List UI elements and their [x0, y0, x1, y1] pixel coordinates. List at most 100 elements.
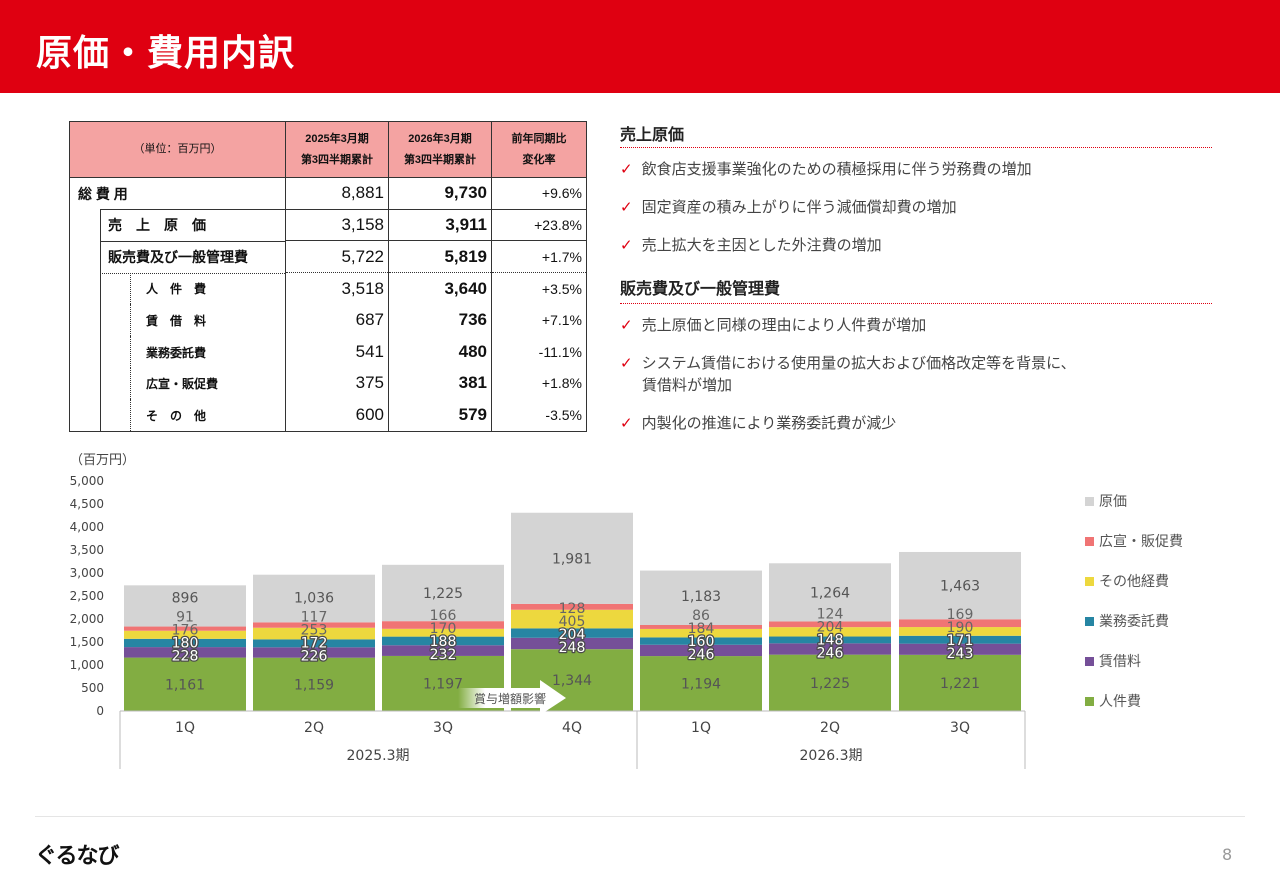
bar-segment	[124, 657, 246, 711]
data-label: 188	[430, 634, 457, 650]
row-label: 売 上 原 価	[108, 217, 206, 234]
row-label-cell: そ の 他	[69, 399, 286, 432]
bar-segment	[769, 621, 891, 628]
note-text: システム賃借における使用量の拡大および価格改定等を背景に、	[641, 354, 1076, 372]
stacked-bar-chart: （百万円） 0 500 1,000 1,500 2,000 2,500 3,000 3,500 4…	[70, 453, 1183, 769]
bar-segment	[899, 635, 1021, 644]
note-text: 売上原価と同様の理由により人件費が増加	[641, 316, 927, 334]
bar-segment	[382, 621, 504, 629]
bar-segment	[511, 609, 633, 629]
annotation-label: 賞与増額影響	[474, 691, 546, 706]
row-rule	[100, 209, 285, 211]
x-tick-label: 1Q	[175, 720, 195, 736]
bar-segment	[769, 654, 891, 711]
footer-divider	[35, 816, 1245, 817]
bar-segment	[511, 628, 633, 638]
check-icon: ✓	[620, 236, 633, 254]
note-text: 売上拡大を主因とした外注費の増加	[641, 236, 882, 254]
data-label: 1,225	[810, 676, 850, 692]
sga-heading: 販売費及び一般管理費	[620, 279, 781, 298]
note-text: 飲食店支援事業強化のための積極採用に伴う労務費の増加	[641, 160, 1032, 178]
data-label: 248	[559, 640, 586, 656]
row-rule	[100, 272, 285, 274]
data-label: 896	[172, 591, 199, 607]
row-label-cell: 業務委託費	[69, 335, 286, 368]
y-tick-label: 500	[81, 681, 104, 695]
data-label: 1,225	[423, 586, 463, 602]
data-label: 246	[688, 647, 715, 663]
data-label: 172	[301, 636, 328, 652]
indent-rule	[100, 272, 101, 305]
divider	[620, 147, 1212, 148]
data-label: 1,197	[423, 676, 463, 692]
bar-segment	[382, 645, 504, 656]
note-item: ✓ 固定資産の積み上がりに伴う減価償却費の増加	[620, 196, 957, 217]
data-label: 1,161	[165, 677, 205, 693]
data-label: 184	[688, 621, 715, 637]
bar-segment	[640, 624, 762, 629]
data-label: 1,036	[294, 591, 334, 607]
bar-segment	[124, 626, 246, 631]
bar-segment	[899, 654, 1021, 711]
col-2025: 2025年3月期 第3四半期累計	[285, 121, 389, 178]
row-label: 販売費及び一般管理費	[108, 248, 248, 265]
row-label-cell: 総 費 用	[69, 177, 286, 210]
x-tick-label: 2Q	[304, 720, 324, 736]
bar-segment	[640, 644, 762, 657]
col-rate: 前年同期比 変化率	[491, 121, 587, 178]
note-item: ✓ 売上原価と同様の理由により人件費が増加	[620, 314, 926, 335]
y-tick-label: 4,500	[70, 497, 104, 511]
legend-swatch	[1085, 657, 1094, 666]
table-row: 業務委託費 541 480 -11.1%	[69, 335, 587, 368]
row-label: 人 件 費	[146, 282, 207, 297]
note-item: ✓ 飲食店支援事業強化のための積極採用に伴う労務費の増加	[620, 158, 1032, 179]
check-icon: ✓	[620, 160, 633, 178]
note-text: 内製化の推進により業務委託費が減少	[641, 414, 897, 432]
row-label-cell: 広宣・販促費	[69, 367, 286, 400]
change-rate: +3.5%	[491, 272, 587, 305]
data-label: 243	[947, 646, 974, 662]
data-label: 171	[947, 633, 974, 649]
row-label: 賃 借 料	[146, 314, 207, 329]
legend-swatch	[1085, 617, 1094, 626]
value-2026: 736	[388, 304, 492, 336]
value-2025: 3,158	[285, 208, 389, 241]
bar-segment	[382, 636, 504, 646]
data-label: 117	[301, 610, 328, 626]
value-2025: 687	[285, 304, 389, 336]
cogs-heading: 売上原価	[620, 125, 685, 144]
data-label: 1,344	[552, 673, 592, 689]
table-row: 広宣・販促費 375 381 +1.8%	[69, 367, 587, 400]
data-label: 1,264	[810, 585, 850, 601]
legend-label: 原価	[1099, 494, 1127, 510]
data-label: 190	[947, 620, 974, 636]
data-label: 1,221	[940, 676, 980, 692]
bar-segment	[382, 628, 504, 637]
table-row: 賃 借 料 687 736 +7.1%	[69, 304, 587, 336]
bar-segment	[640, 628, 762, 638]
legend-label: その他経費	[1099, 574, 1169, 590]
bar-segment	[640, 637, 762, 645]
indent-rule	[100, 367, 101, 400]
row-label: そ の 他	[146, 408, 207, 423]
note-item: ✓ 内製化の推進により業務委託費が減少	[620, 412, 896, 433]
legend-label: 賃借料	[1099, 654, 1141, 670]
value-2025: 5,722	[285, 240, 389, 273]
bar-segment	[124, 647, 246, 658]
data-label: 1,981	[552, 551, 592, 567]
data-label: 166	[430, 608, 457, 624]
unit-label: （単位：百万円）	[69, 121, 286, 178]
data-label: 1,194	[681, 677, 721, 693]
y-tick-label: 2,500	[70, 589, 104, 603]
header-bar: 原価・費用内訳	[0, 0, 1280, 93]
value-2026: 381	[388, 367, 492, 400]
value-2026: 3,911	[388, 208, 492, 241]
bar-segment	[253, 639, 375, 648]
check-icon: ✓	[620, 316, 633, 334]
data-label: 246	[817, 646, 844, 662]
y-tick-label: 1,000	[70, 658, 104, 672]
arrow-icon	[458, 680, 566, 715]
data-label: 253	[301, 623, 328, 639]
check-icon: ✓	[620, 354, 633, 372]
period-label: 2026.3期	[800, 748, 863, 764]
